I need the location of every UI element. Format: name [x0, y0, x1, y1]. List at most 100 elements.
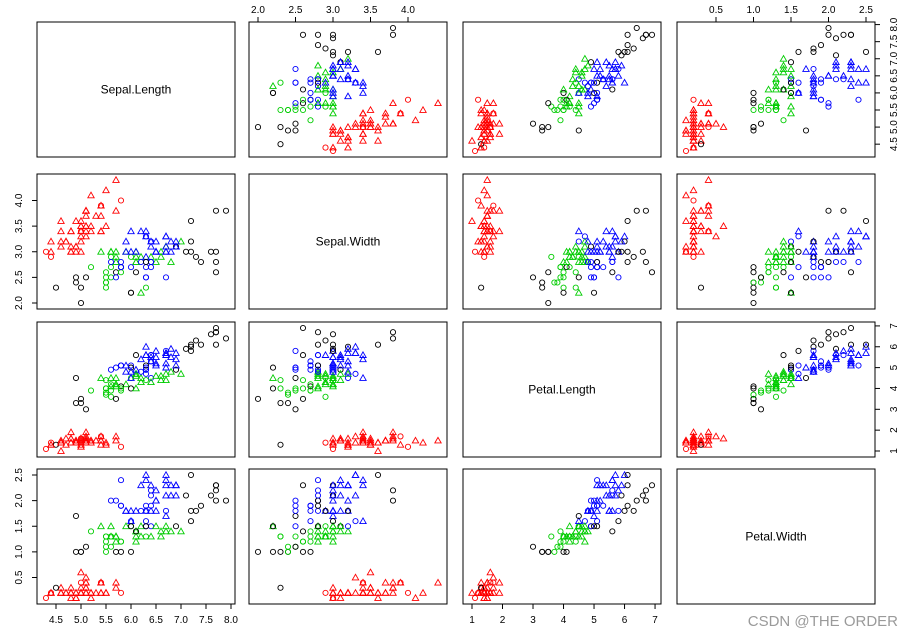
data-point	[329, 588, 337, 596]
data-point	[344, 58, 352, 66]
data-point	[269, 81, 277, 89]
data-point	[142, 370, 150, 377]
data-point	[344, 54, 352, 62]
data-point	[802, 127, 810, 134]
data-point	[87, 436, 95, 444]
data-point	[77, 440, 85, 448]
data-point	[329, 361, 337, 369]
data-point	[545, 100, 552, 107]
data-point	[411, 593, 420, 601]
data-point	[772, 103, 780, 110]
data-point	[344, 523, 352, 530]
data-point	[757, 389, 765, 396]
data-point	[689, 129, 698, 137]
data-point	[307, 96, 314, 103]
data-point	[127, 264, 135, 271]
tick-label: 1.0	[747, 5, 761, 16]
data-point	[329, 68, 337, 76]
data-point	[772, 106, 780, 114]
data-point	[787, 247, 795, 255]
data-point	[689, 116, 698, 124]
data-point	[596, 71, 605, 79]
data-point	[336, 353, 345, 361]
data-point	[107, 373, 115, 381]
data-point	[795, 347, 802, 354]
data-point	[787, 373, 795, 381]
data-point	[72, 247, 80, 255]
data-point	[132, 247, 140, 255]
data-point	[127, 227, 135, 235]
data-point	[478, 284, 485, 291]
data-point	[329, 537, 337, 545]
data-point	[127, 373, 135, 381]
data-point	[719, 122, 728, 130]
data-point	[137, 355, 145, 363]
data-point	[162, 363, 170, 371]
data-point	[593, 58, 602, 66]
data-point	[344, 75, 352, 83]
data-point	[840, 329, 847, 336]
data-point	[824, 247, 833, 255]
data-point	[142, 523, 150, 530]
tick-label: 2.0	[822, 5, 836, 16]
data-point	[112, 175, 120, 183]
data-point	[359, 119, 367, 127]
data-point	[712, 232, 720, 240]
panel-frame	[248, 173, 448, 310]
data-point	[764, 380, 773, 388]
data-point	[77, 237, 85, 245]
data-point	[269, 385, 277, 392]
data-point	[862, 217, 870, 225]
data-point	[314, 497, 322, 504]
data-point	[72, 512, 80, 520]
data-point	[102, 269, 110, 276]
data-point	[697, 141, 705, 148]
tick-label: 4	[561, 615, 567, 626]
data-point	[192, 253, 200, 260]
data-point	[802, 64, 810, 72]
data-point	[67, 227, 75, 235]
data-point	[351, 342, 360, 350]
data-point	[832, 331, 840, 338]
data-point	[574, 288, 583, 296]
data-point	[697, 136, 705, 144]
data-point	[809, 88, 818, 96]
data-point	[617, 61, 626, 69]
data-point	[750, 299, 757, 307]
data-point	[609, 86, 616, 93]
data-point	[590, 100, 598, 107]
data-point	[787, 79, 795, 86]
data-point	[292, 366, 299, 373]
data-point	[757, 106, 765, 114]
data-point	[772, 284, 780, 291]
data-point	[794, 373, 803, 381]
data-point	[359, 355, 367, 363]
data-point	[314, 366, 322, 373]
data-point	[590, 79, 598, 86]
data-point	[560, 284, 567, 291]
data-point	[77, 588, 85, 596]
data-point	[122, 380, 130, 388]
data-point	[480, 216, 489, 224]
data-point	[314, 99, 322, 107]
data-point	[112, 206, 120, 214]
x-axis-top-Sepal.Width: 2.0 2.5 3.0 3.5 4.0	[251, 5, 415, 22]
data-point	[779, 61, 788, 69]
data-point	[802, 374, 810, 382]
data-point	[689, 105, 698, 113]
panel-Sepal.Length-vs-Sepal.Length: Sepal.Length	[36, 21, 236, 158]
data-point	[539, 284, 546, 291]
data-point	[839, 71, 848, 79]
panel-frame	[676, 21, 876, 158]
data-point	[366, 583, 375, 591]
data-point	[351, 588, 360, 596]
data-point	[329, 583, 337, 591]
data-point	[825, 366, 832, 373]
data-point	[840, 258, 847, 266]
data-point	[72, 548, 80, 555]
data-point	[329, 359, 337, 367]
data-point	[321, 81, 330, 89]
data-point	[97, 522, 105, 530]
data-point	[172, 361, 180, 369]
data-point	[757, 279, 765, 286]
